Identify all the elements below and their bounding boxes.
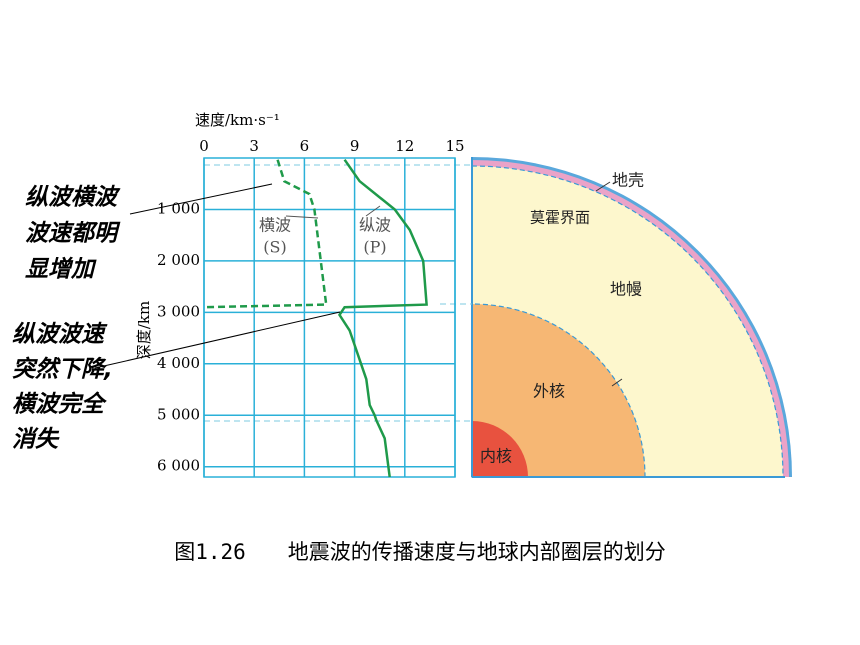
caption: 图1.26 地震波的传播速度与地球内部圈层的划分 — [174, 540, 666, 564]
x-tick-label: 9 — [350, 137, 360, 155]
plot-frame — [203, 157, 456, 478]
leader — [285, 215, 319, 219]
earth-section: 地壳 莫霍界面 地幔 外核 内核 — [471, 157, 792, 478]
layer-label: 莫霍界面 — [530, 209, 590, 227]
annotation-leader — [129, 183, 273, 215]
series-name: 纵波 — [359, 216, 391, 235]
y-tick-label: 4 000 — [157, 354, 200, 372]
annotation: 消失 — [12, 427, 60, 453]
moho-line — [471, 165, 784, 478]
x-tick-label: 15 — [445, 137, 464, 155]
y-tick-label: 2 000 — [157, 251, 200, 269]
x-tick-label: 0 — [199, 137, 209, 155]
x-tick-label: 6 — [300, 137, 310, 155]
leader — [595, 181, 611, 192]
layer-label: 地壳 — [612, 171, 644, 190]
annotation-leader — [94, 311, 341, 369]
x-tick-label: 3 — [249, 137, 259, 155]
annotation: 纵波横波 — [25, 185, 121, 211]
annotation: 突然下降, — [12, 357, 113, 383]
annotation: 波速都明 — [25, 221, 121, 247]
layer-label: 内核 — [480, 447, 512, 466]
y-tick-label: 1 000 — [157, 199, 200, 217]
leader — [365, 205, 381, 217]
y-axis-label: 深度/km — [135, 301, 153, 359]
annotation: 显增加 — [25, 257, 97, 283]
series-line — [338, 158, 428, 478]
boundary-guides — [204, 164, 472, 422]
layer-label: 地幔 — [610, 280, 642, 299]
y-tick-label: 6 000 — [157, 457, 200, 475]
series-line — [203, 159, 328, 309]
annotation: 横波完全 — [12, 391, 107, 418]
series-name: 横波 — [259, 216, 291, 235]
x-axis-label: 速度/km·s⁻¹ — [195, 111, 280, 129]
annotation: 纵波波速 — [12, 322, 108, 348]
series-label: (S) — [263, 238, 286, 257]
layer-label: 外核 — [533, 382, 565, 401]
inner-core — [472, 421, 528, 477]
y-tick-label: 5 000 — [157, 405, 200, 423]
series-label: (P) — [363, 238, 386, 257]
y-tick-label: 3 000 — [157, 302, 200, 320]
x-tick-label: 12 — [395, 137, 414, 155]
plot: 0 3 6 9 12 15 1 000 2 000 3 000 4 000 5 000 6 000 横波… — [12, 137, 465, 478]
outer-core — [471, 303, 646, 478]
leader — [611, 378, 623, 387]
